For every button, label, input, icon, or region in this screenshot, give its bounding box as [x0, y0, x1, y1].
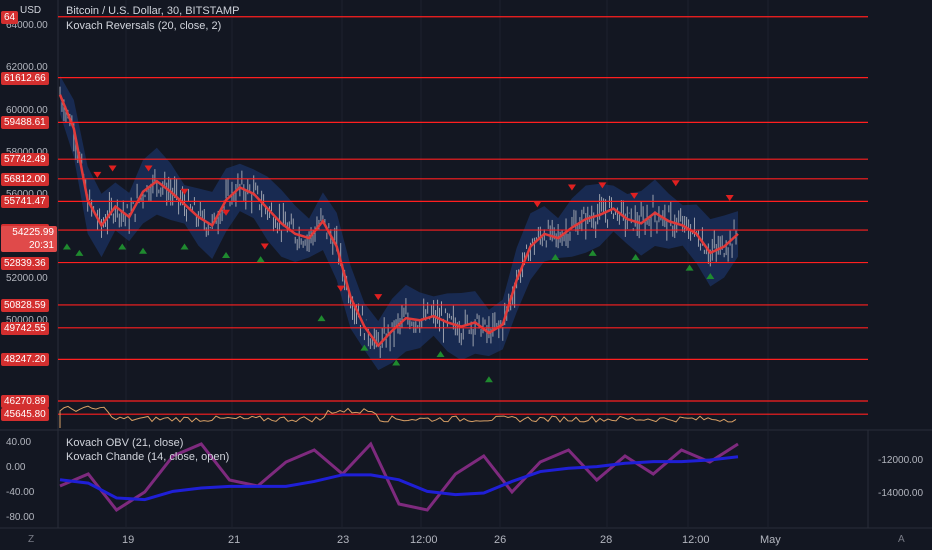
time-axis-label: 19 — [122, 534, 135, 546]
obv-axis-label: -14000.00 — [878, 488, 924, 499]
price-level-tag[interactable]: 50828.59 — [1, 298, 49, 312]
buy-marker-icon — [631, 254, 640, 261]
symbol-title[interactable]: Bitcoin / U.S. Dollar, 30, BITSTAMP — [66, 5, 240, 17]
price-axis-label: 62000.00 — [6, 62, 48, 74]
price-axis-label: 60000.00 — [6, 104, 48, 116]
sell-marker-icon — [671, 180, 680, 187]
indicator-legend-reversals[interactable]: Kovach Reversals (20, close, 2) — [66, 20, 222, 32]
time-axis-label: 12:00 — [410, 534, 438, 546]
buy-marker-icon — [484, 376, 493, 383]
price-level-tag[interactable]: 59488.61 — [1, 116, 49, 130]
buy-marker-icon — [75, 249, 84, 256]
sell-marker-icon — [108, 165, 117, 172]
sell-marker-icon — [144, 165, 153, 172]
sell-marker-icon — [180, 188, 189, 195]
price-level-tag[interactable]: 55741.47 — [1, 195, 49, 209]
price-axis-label: 50000.00 — [6, 315, 48, 327]
time-axis-label: 23 — [337, 534, 350, 546]
buy-marker-icon — [62, 243, 71, 250]
price-level-tag[interactable]: 56812.00 — [1, 172, 49, 186]
price-axis-label: 52000.00 — [6, 273, 48, 285]
buy-marker-icon — [392, 359, 401, 366]
price-level-tag[interactable]: 48247.20 — [1, 353, 49, 367]
buy-marker-icon — [139, 247, 148, 254]
obv-line — [59, 455, 739, 502]
price-level-tag[interactable]: 45645.80 — [1, 408, 49, 422]
sell-marker-icon — [567, 184, 576, 191]
price-level-tag[interactable]: 61612.66 — [1, 71, 49, 85]
volume-line — [59, 405, 737, 428]
sell-marker-icon — [533, 201, 542, 208]
price-axis-label: 64000.00 — [6, 20, 48, 32]
oscillator-axis-label: -80.00 — [6, 512, 35, 523]
buy-marker-icon — [685, 264, 694, 271]
time-axis-label: 28 — [600, 534, 613, 546]
sell-marker-icon — [260, 243, 269, 250]
time-axis-label: 12:00 — [682, 534, 710, 546]
oscillator-axis-label: 0.00 — [6, 462, 26, 473]
buy-marker-icon — [436, 351, 445, 358]
sell-marker-icon — [374, 294, 383, 301]
buy-marker-icon — [551, 254, 560, 261]
price-level-tag[interactable]: 46270.89 — [1, 394, 49, 408]
buy-marker-icon — [706, 273, 715, 280]
current-price-badge: 54225.99 20:31 — [1, 226, 57, 252]
sell-marker-icon — [630, 192, 639, 199]
currency-label[interactable]: USD — [20, 5, 42, 16]
reversal-moving-average — [58, 94, 739, 348]
time-axis-label: 21 — [228, 534, 241, 546]
candle-countdown: 20:31 — [28, 240, 54, 251]
chande-line — [59, 441, 739, 512]
buy-marker-icon — [360, 344, 369, 351]
sell-marker-icon — [93, 171, 102, 178]
price-axis-label: 58000.00 — [6, 147, 48, 158]
buy-marker-icon — [256, 256, 265, 263]
buy-marker-icon — [222, 251, 231, 258]
sell-marker-icon — [725, 195, 734, 202]
buy-marker-icon — [118, 243, 127, 250]
price-axis-label: 56000.00 — [6, 189, 48, 200]
sell-marker-icon — [222, 209, 231, 216]
current-price: 54225.99 — [12, 227, 54, 238]
zoom-icon[interactable]: Z — [28, 534, 35, 545]
auto-scale-button[interactable]: A — [898, 534, 905, 545]
sell-marker-icon — [336, 285, 345, 292]
oscillator-axis-label: 40.00 — [6, 437, 32, 448]
reversal-band — [60, 75, 738, 371]
price-level-tag[interactable]: 64 — [1, 10, 19, 24]
price-level-tag[interactable]: 57742.49 — [1, 153, 49, 167]
time-axis-label: May — [760, 534, 781, 546]
sell-marker-icon — [598, 182, 607, 189]
time-axis-label: 26 — [494, 534, 507, 546]
buy-marker-icon — [317, 315, 326, 322]
indicator-legend-chande[interactable]: Kovach Chande (14, close, open) — [66, 451, 230, 463]
oscillator-axis-label: -40.00 — [6, 487, 35, 498]
indicator-legend-obv[interactable]: Kovach OBV (21, close) — [66, 437, 184, 449]
buy-marker-icon — [180, 243, 189, 250]
price-level-tag[interactable]: 52839.36 — [1, 256, 49, 270]
obv-axis-label: -12000.00 — [878, 455, 924, 466]
buy-marker-icon — [588, 249, 597, 256]
price-level-tag[interactable]: 49742.55 — [1, 321, 49, 335]
